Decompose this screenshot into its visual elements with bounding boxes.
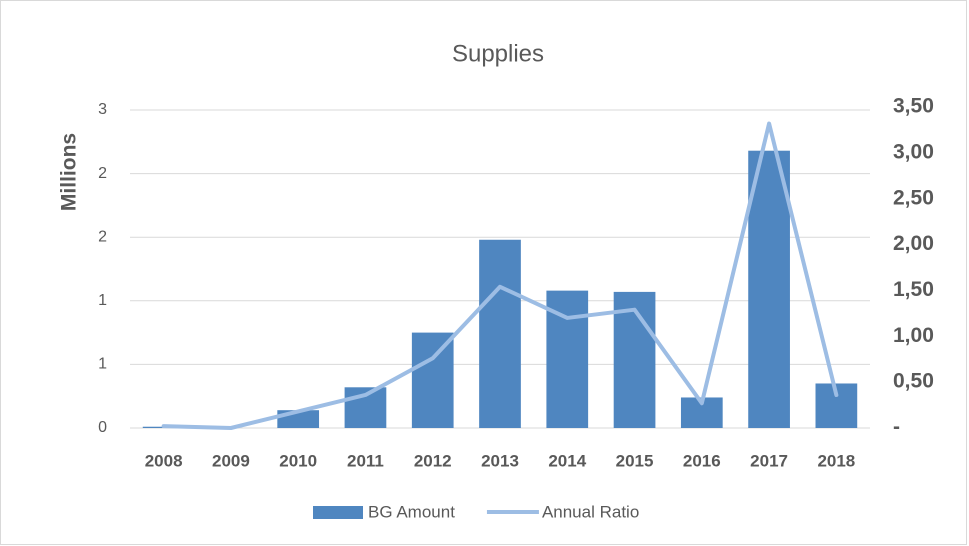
x-tick-label: 2013 [481,451,519,470]
y-tick-label: 2 [98,165,107,182]
legend-label: Annual Ratio [542,502,639,521]
bar [613,291,656,428]
chart-title: Supplies [452,40,544,67]
x-tick-label: 2018 [817,451,855,470]
y-tick-label: 1 [98,356,107,373]
y2-tick-label: 1,00 [893,324,934,347]
x-tick-label: 2011 [347,451,384,470]
y2-tick-label: - [893,416,900,439]
x-tick-label: 2009 [212,451,250,470]
bar [479,239,521,428]
y-tick-label: 1 [98,292,107,309]
x-tick-label: 2008 [145,451,183,470]
x-tick-label: 2017 [750,451,788,470]
x-tick-label: 2014 [548,451,586,470]
y-tick-label: 2 [98,228,107,245]
bar [411,332,454,428]
y2-tick-label: 0,50 [893,370,934,393]
x-tick-label: 2016 [683,451,721,470]
x-tick-label: 2012 [414,451,452,470]
legend-label: BG Amount [368,502,455,521]
y2-tick-label: 2,00 [893,232,934,255]
y2-tick-label: 3,00 [893,140,934,163]
y2-tick-label: 1,50 [893,278,934,301]
y2-tick-label: 3,50 [893,95,934,118]
y-tick-label: 0 [98,419,107,436]
x-tick-label: 2015 [616,451,654,470]
y2-tick-label: 2,50 [893,186,934,209]
y-tick-label: 3 [98,101,107,118]
line [161,121,839,430]
legend-swatch [313,506,363,519]
bar [748,150,790,429]
y-axis-label: Millions [58,133,81,211]
x-tick-label: 2010 [279,451,317,470]
